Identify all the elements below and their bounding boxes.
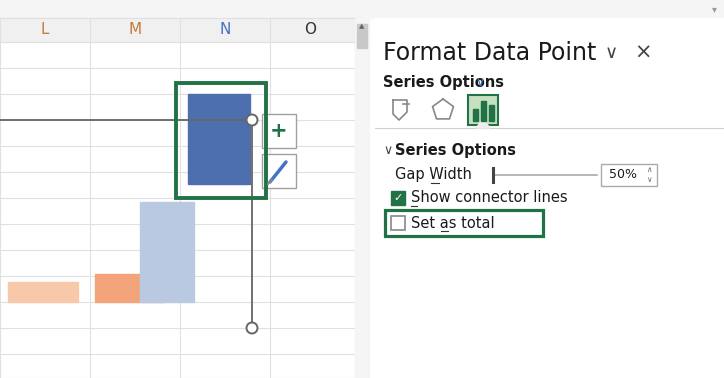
Text: Show connector lines: Show connector lines [411,191,568,206]
Text: O: O [304,23,316,37]
Bar [95,274,165,302]
Text: Gap Width: Gap Width [395,167,472,183]
Text: Set as total: Set as total [411,215,494,231]
Bar [355,18,369,378]
Text: ∨: ∨ [647,175,652,184]
Bar [188,94,250,184]
Bar [0,0,724,18]
Circle shape [246,322,258,333]
Bar [262,154,296,188]
Text: Series Options: Series Options [395,143,516,158]
Text: ▾: ▾ [712,4,717,14]
Text: ∧: ∧ [647,166,652,175]
Bar [391,216,405,230]
Text: Series Options: Series Options [383,74,504,90]
Text: ∨: ∨ [605,44,618,62]
Text: ∨: ∨ [475,76,484,90]
Bar [489,105,494,121]
Text: Format Data Point: Format Data Point [383,41,597,65]
Bar [385,210,543,236]
Bar [473,109,478,121]
Bar [481,101,486,121]
Bar [357,24,367,48]
Text: ×: × [634,43,652,63]
Text: ▲: ▲ [359,23,365,29]
Text: 50%: 50% [609,169,637,181]
Bar [8,282,78,302]
Text: ✓: ✓ [393,193,403,203]
Circle shape [246,115,258,125]
Bar [262,114,296,148]
Text: M: M [128,23,142,37]
Text: N: N [219,23,231,37]
Bar [601,164,657,186]
Polygon shape [476,119,490,128]
Bar [391,191,405,205]
Bar [176,83,266,198]
Bar [140,202,194,302]
Bar [375,18,724,378]
Text: +: + [270,121,288,141]
Text: ∨: ∨ [383,144,392,156]
Bar [0,18,362,378]
Bar [0,18,362,42]
Bar [468,95,498,125]
Text: L: L [41,23,49,37]
